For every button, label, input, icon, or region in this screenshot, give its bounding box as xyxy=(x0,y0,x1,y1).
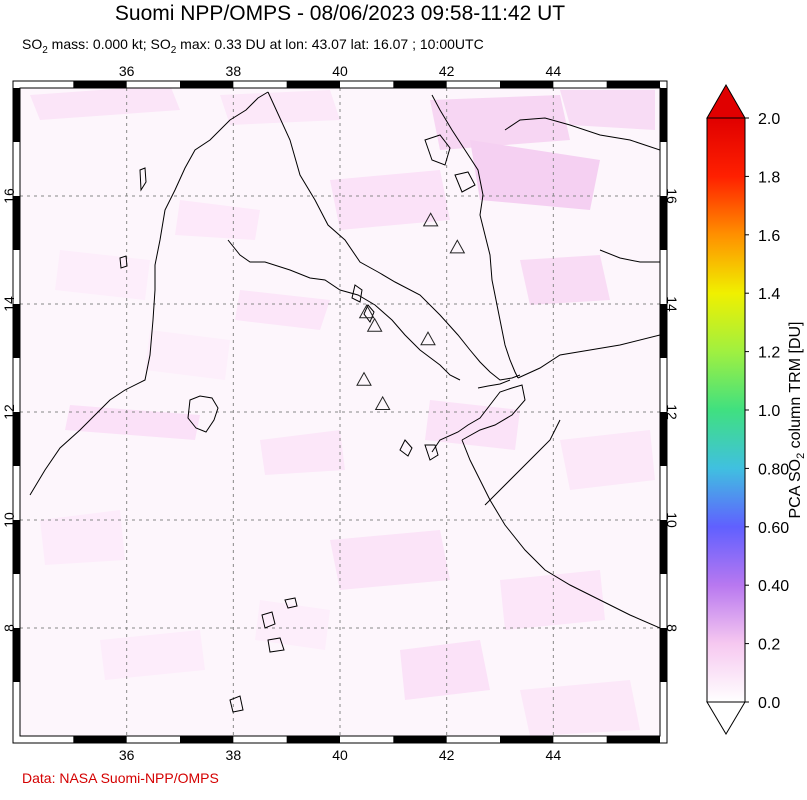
border-bar-bottom xyxy=(393,736,447,743)
volcano-markers xyxy=(356,212,466,410)
border-bar-top xyxy=(606,81,660,88)
colorbar-label: PCA SO2 column TRM [DU] xyxy=(787,322,807,519)
border-bar-right xyxy=(660,88,667,142)
volcano-icon xyxy=(366,317,383,332)
subtitle-max-text: max: 0.33 DU at lon: 43.07 lat: 16.07 ; … xyxy=(176,36,484,52)
lon-tick-top-44: 44 xyxy=(546,63,562,79)
lat-tick-right-10: 10 xyxy=(664,512,680,528)
border-bar-bottom xyxy=(606,736,660,743)
border-bar-bottom xyxy=(500,736,554,743)
lat-tick-left-8: 8 xyxy=(1,624,17,632)
border-bar-right xyxy=(660,628,667,682)
lat-tick-left-14: 14 xyxy=(1,296,17,312)
border-bar-top xyxy=(180,81,234,88)
lon-tick-bottom-38: 38 xyxy=(226,747,242,763)
colorbar-bar xyxy=(706,117,746,703)
border-bar-right xyxy=(660,196,667,250)
lon-tick-bottom-36: 36 xyxy=(119,747,135,763)
data-credit: Data: NASA Suomi-NPP/OMPS xyxy=(22,770,219,786)
map-border-bars xyxy=(12,80,668,744)
subtitle-max-sub: 2 xyxy=(170,44,177,56)
border-bar-left xyxy=(13,304,20,358)
colorbar-tick-label: 1.6 xyxy=(758,228,780,245)
colorbar-ticks: 2.0 1.8 1.6 1.4 1.2 1.0 0.80 0.60 0.40 0.2 0.0 xyxy=(745,111,789,712)
lon-tick-top-40: 40 xyxy=(332,63,348,79)
colorbar-tick-label: 1.2 xyxy=(758,345,780,362)
subtitle-mass-prefix: SO xyxy=(22,36,43,52)
volcano-icon xyxy=(356,371,372,386)
volcano-icon xyxy=(374,395,391,410)
border-bar-bottom xyxy=(286,736,340,743)
axis-tick-labels: 36 36 38 38 40 40 42 42 44 44 16 16 14 14 12 12 10 10 8 8 xyxy=(1,63,680,763)
lat-tick-right-8: 8 xyxy=(664,624,680,632)
colorbar-top-arrow xyxy=(706,83,746,119)
border-outline xyxy=(12,80,668,744)
lat-tick-right-16: 16 xyxy=(664,188,680,204)
lat-tick-left-16: 16 xyxy=(1,188,17,204)
subtitle: SO2 mass: 0.000 kt; SO2 max: 0.33 DU at … xyxy=(22,36,484,56)
lon-tick-bottom-42: 42 xyxy=(439,747,455,763)
border-bar-bottom xyxy=(180,736,234,743)
lon-tick-bottom-40: 40 xyxy=(332,747,348,763)
volcano-icon xyxy=(358,304,375,319)
colorbar-tick-label: 0.2 xyxy=(758,637,780,654)
border-bar-top xyxy=(393,81,447,88)
colorbar-bottom-arrow xyxy=(706,701,746,735)
map-grid xyxy=(20,88,660,736)
colorbar-tick-label: 0.60 xyxy=(758,520,789,537)
border-bar-left xyxy=(13,520,20,574)
border-bar-right xyxy=(660,412,667,466)
colorbar-tick-label: 0.40 xyxy=(758,578,789,595)
subtitle-mass-text: mass: 0.000 kt; SO xyxy=(47,36,171,52)
border-bar-top xyxy=(286,81,340,88)
map-title: Suomi NPP/OMPS - 08/06/2023 09:58-11:42 … xyxy=(114,2,566,25)
border-bar-left xyxy=(13,88,20,142)
border-bar-left xyxy=(13,196,20,250)
border-bar-top xyxy=(500,81,554,88)
colorbar-tick-label: 1.0 xyxy=(758,403,780,420)
lon-tick-top-36: 36 xyxy=(119,63,135,79)
border-bar-top xyxy=(73,81,127,88)
lat-tick-right-14: 14 xyxy=(664,296,680,312)
colorbar-tick-label: 2.0 xyxy=(758,111,780,128)
volcano-icon xyxy=(422,212,439,227)
border-bar-left xyxy=(13,412,20,466)
lon-tick-bottom-44: 44 xyxy=(546,747,562,763)
lon-tick-top-42: 42 xyxy=(439,63,455,79)
border-bar-right xyxy=(660,520,667,574)
colorbar-tick-label: 0.80 xyxy=(758,461,789,478)
volcano-icon xyxy=(449,239,466,254)
border-bar-bottom xyxy=(73,736,127,743)
coastlines xyxy=(29,91,660,713)
volcano-icon xyxy=(420,331,436,346)
border-bar-left xyxy=(13,628,20,682)
subtitle-mass-sub: 2 xyxy=(42,44,48,56)
colorbar-tick-label: 1.8 xyxy=(758,169,780,186)
border-bar-right xyxy=(660,304,667,358)
lon-tick-top-38: 38 xyxy=(226,63,242,79)
colorbar-tick-label: 0.0 xyxy=(758,695,780,712)
lat-tick-left-12: 12 xyxy=(1,404,17,420)
lat-tick-right-12: 12 xyxy=(664,404,680,420)
colorbar: 2.0 1.8 1.6 1.4 1.2 1.0 0.80 0.60 0.40 0.2 0.0 PCA… xyxy=(706,83,807,735)
lat-tick-left-10: 10 xyxy=(1,512,17,528)
colorbar-tick-label: 1.4 xyxy=(758,286,780,303)
